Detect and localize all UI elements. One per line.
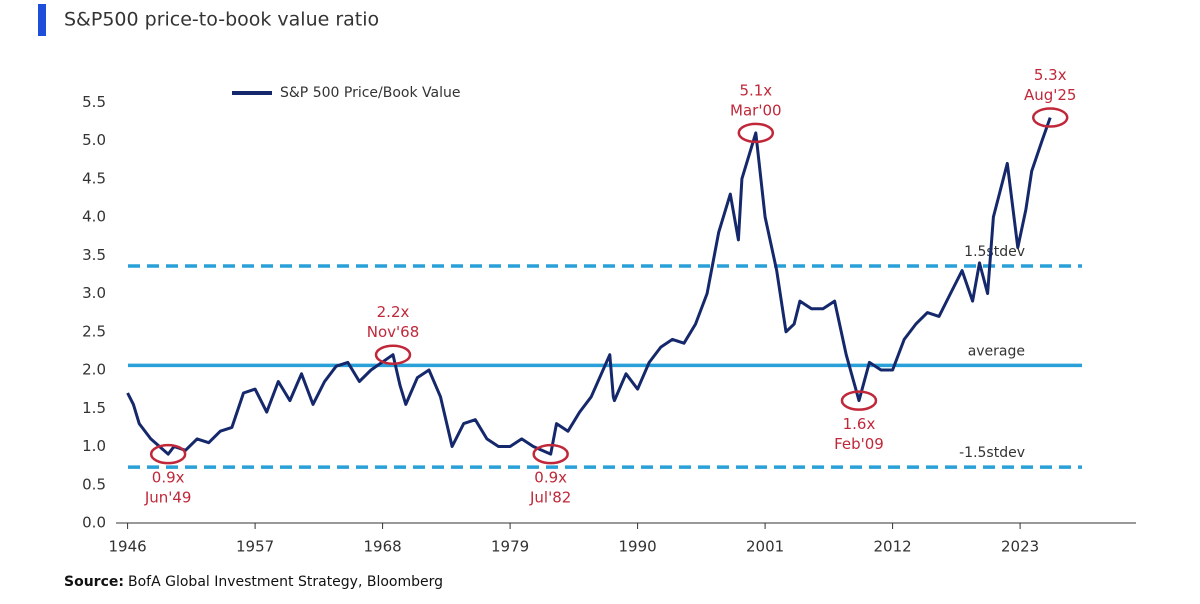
title-bar <box>38 4 46 36</box>
annotation-circle <box>149 443 187 465</box>
x-tick-label: 2001 <box>746 538 784 556</box>
y-tick-label: 0.0 <box>82 514 106 532</box>
annotation-label: 0.9x <box>152 469 185 487</box>
source: BofA Global Investment Strategy, Bloombe… <box>128 574 443 590</box>
annotation-circle <box>532 443 569 465</box>
x-tick-label: 2023 <box>1001 538 1039 556</box>
annotation-date: Mar'00 <box>730 101 782 119</box>
annotation-label: 0.9x <box>534 469 567 487</box>
y-tick-label: 3.5 <box>82 246 106 264</box>
y-tick-label: 2.5 <box>82 322 106 340</box>
y-tick-label: 2.0 <box>82 361 106 379</box>
annotation-label: 5.3x <box>1034 66 1067 84</box>
reference-label: average <box>968 343 1025 359</box>
annotation-circle <box>1031 107 1069 128</box>
reference-label: 1.5stdev <box>964 244 1025 260</box>
legend-label: S&P 500 Price/Book Value <box>280 85 460 101</box>
annotation-label: 1.6x <box>843 415 876 433</box>
x-tick-label: 1990 <box>618 538 656 556</box>
y-tick-label: 4.5 <box>82 169 106 187</box>
annotation-circle <box>840 390 878 411</box>
annotation-label: 2.2x <box>377 303 410 321</box>
x-tick-label: 1968 <box>363 538 401 556</box>
y-tick-label: 5.5 <box>82 93 106 111</box>
source-label: Source: <box>64 574 124 590</box>
annotation-date: Feb'09 <box>834 435 884 453</box>
annotation-date: Nov'68 <box>367 323 420 341</box>
y-tick-label: 1.0 <box>82 437 106 455</box>
annotation-circle <box>374 344 412 365</box>
y-tick-label: 1.5 <box>82 399 106 417</box>
y-tick-label: 0.5 <box>82 475 106 493</box>
series-line <box>126 117 1052 456</box>
x-tick-label: 1979 <box>491 538 529 556</box>
y-tick-label: 3.0 <box>82 284 106 302</box>
annotation-label: 5.1x <box>739 81 772 99</box>
y-tick-label: 5.0 <box>82 131 106 149</box>
annotation-circle <box>737 122 775 144</box>
x-tick-label: 2012 <box>873 538 911 556</box>
annotation-date: Jul'82 <box>529 489 571 507</box>
reference-label: -1.5stdev <box>959 445 1025 461</box>
annotation-date: Aug'25 <box>1024 86 1077 104</box>
annotation-date: Jun'49 <box>144 489 192 507</box>
x-tick-label: 1946 <box>108 538 146 556</box>
x-tick-label: 1957 <box>236 538 274 556</box>
y-tick-label: 4.0 <box>82 208 106 226</box>
chart-title: S&P500 price-to-book value ratio <box>64 9 379 31</box>
